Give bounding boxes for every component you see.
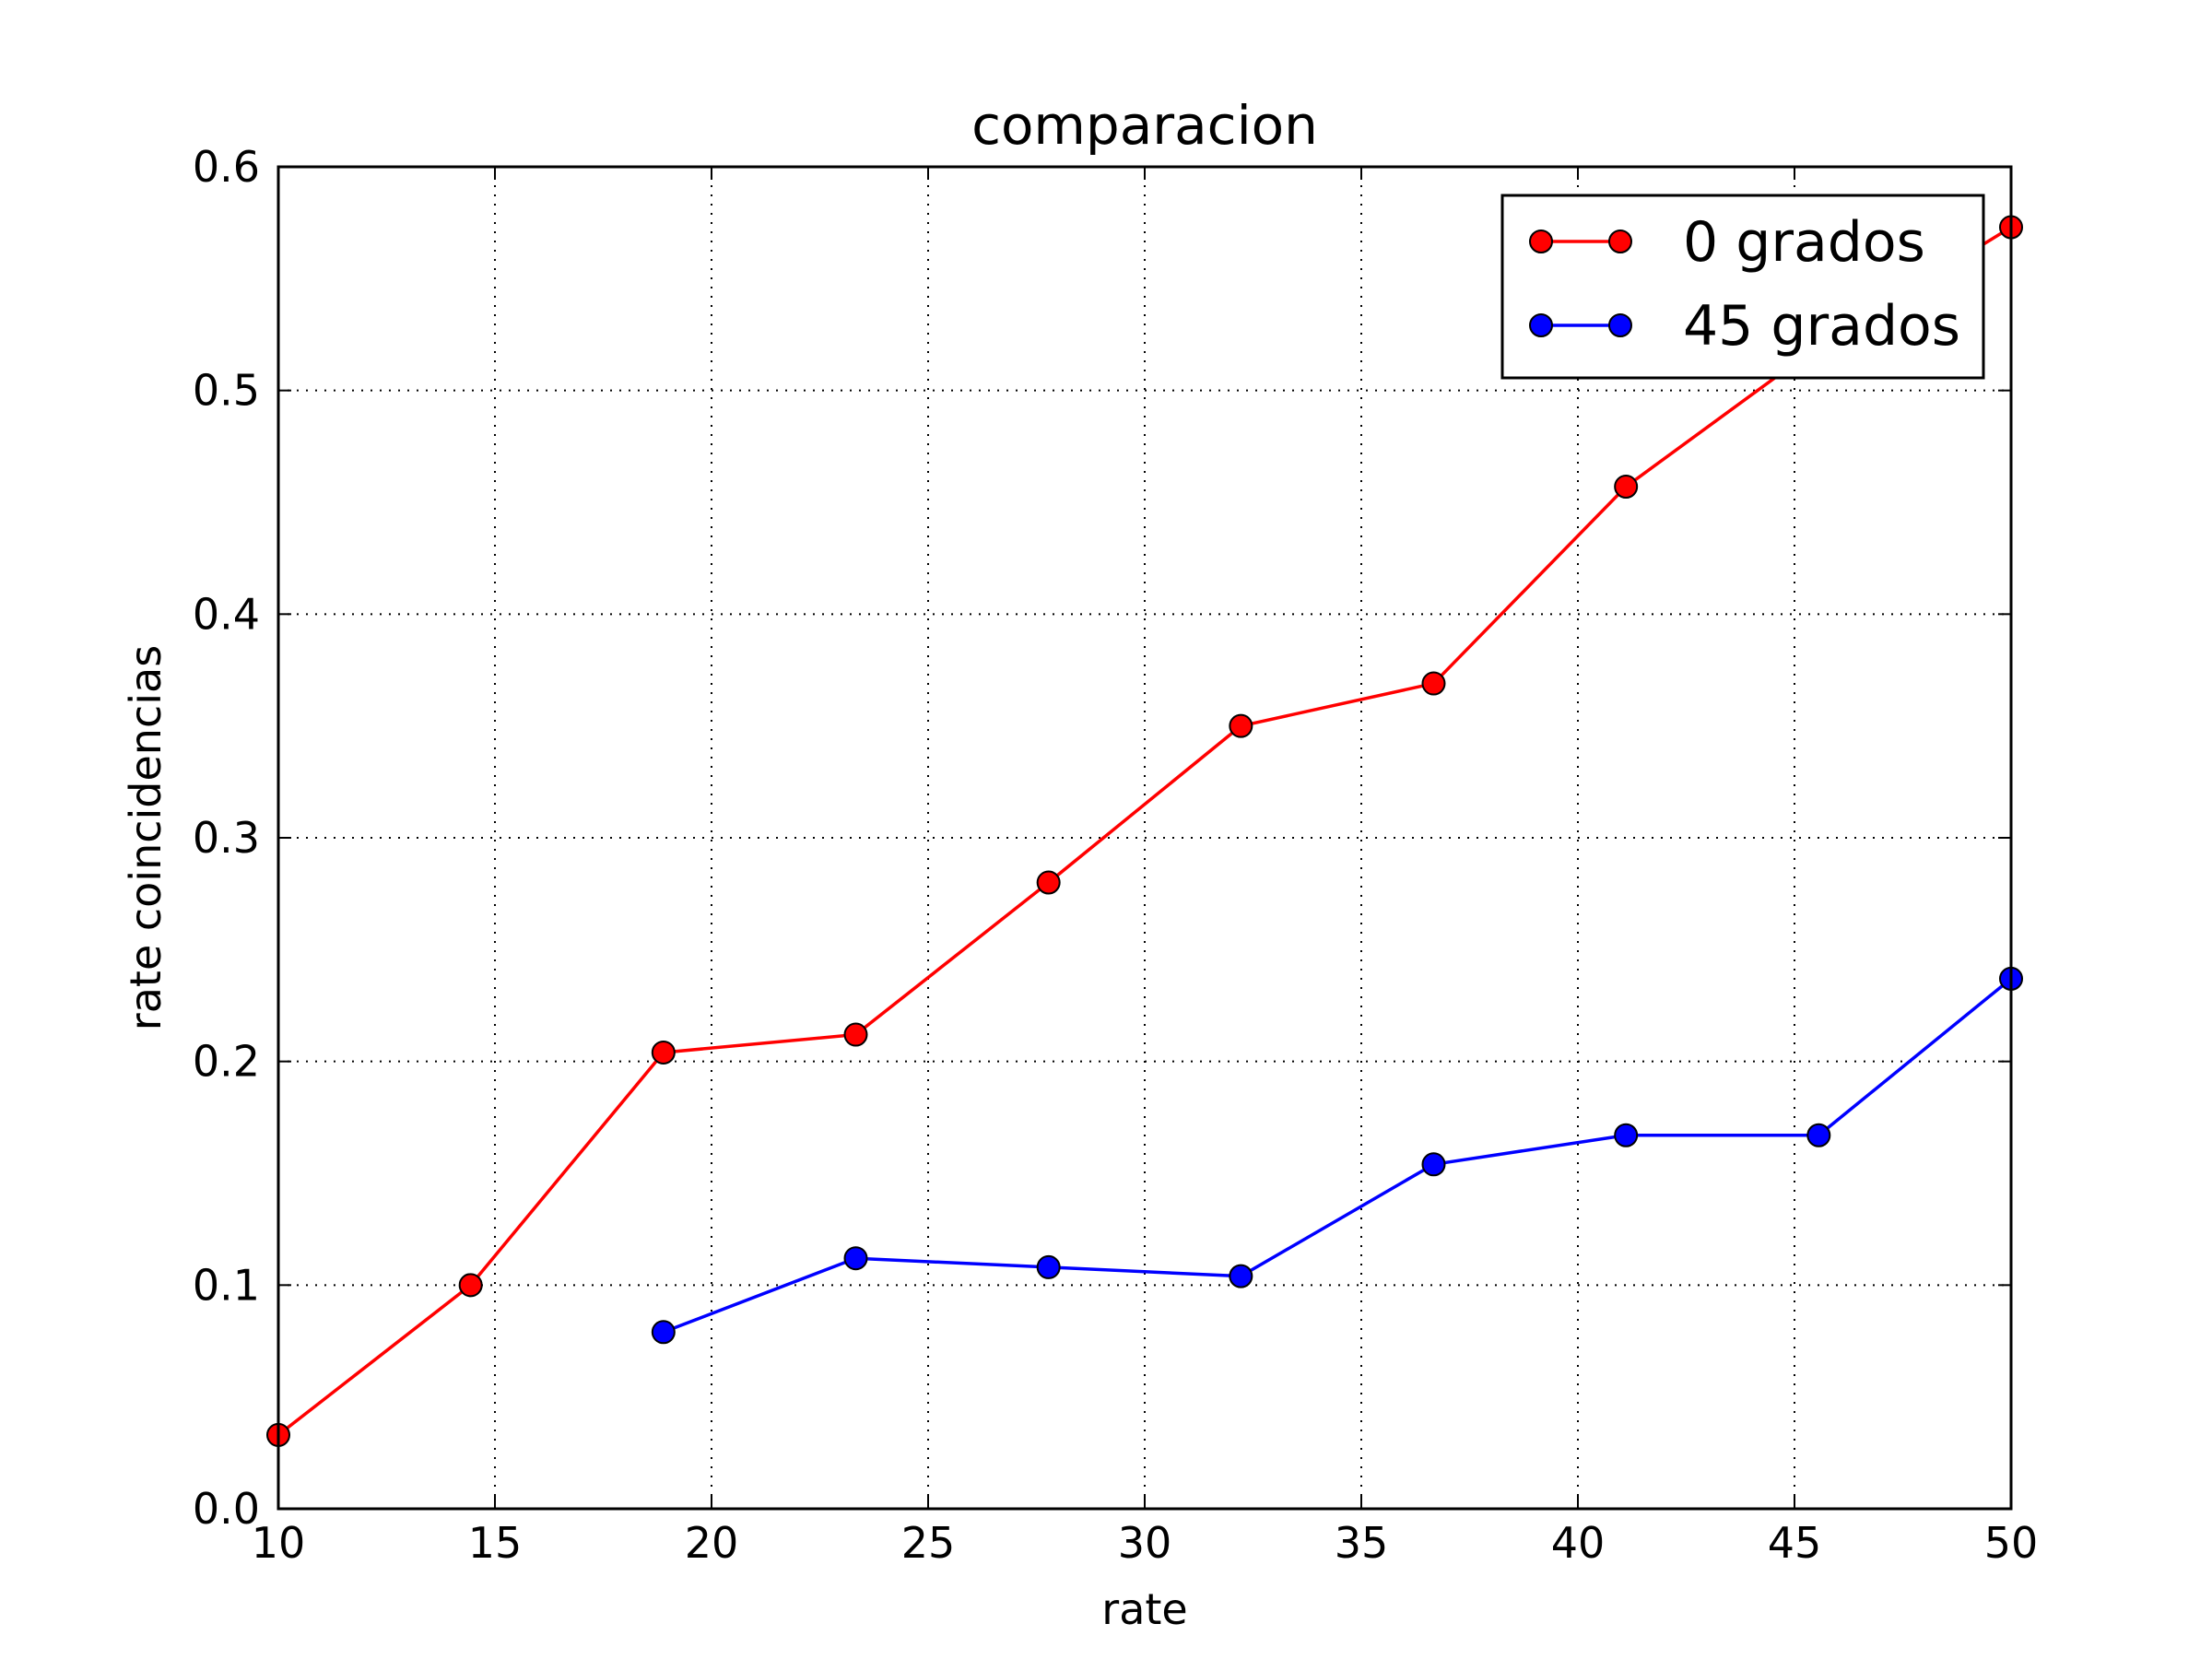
x-tick-label: 35 (1335, 1518, 1389, 1568)
axis-ticks (277, 166, 2012, 1510)
data-point (1614, 1123, 1639, 1147)
data-point (458, 1273, 483, 1298)
legend-entry: 45 grados (1529, 294, 1960, 359)
y-tick-label: 0.3 (193, 813, 260, 863)
data-point (1229, 1264, 1253, 1288)
y-tick-label: 0.1 (193, 1260, 260, 1310)
legend-marker (1608, 313, 1632, 337)
y-tick-label: 0.6 (193, 142, 260, 192)
y-tick-label: 0.0 (193, 1484, 260, 1534)
tick-labels: 10 15 20 25 30 35 40 45 50 0.0 0.1 0.2 0.3 0.4 0.5 0.6 (193, 142, 2038, 1568)
legend: 0 grados 45 grados (1500, 194, 1985, 380)
legend-entries: 0 grados 45 grados (1529, 210, 1960, 359)
x-tick-label: 20 (685, 1518, 739, 1568)
legend-marker (1529, 229, 1553, 253)
x-tick-label: 25 (901, 1518, 956, 1568)
x-tick-label: 30 (1118, 1518, 1172, 1568)
legend-marker (1608, 229, 1632, 253)
x-tick-label: 40 (1551, 1518, 1606, 1568)
data-point (651, 1040, 676, 1065)
y-axis-label: rate coincidencias (121, 645, 171, 1030)
series-2 (651, 966, 2023, 1345)
chart-title: comparacion (971, 94, 1318, 157)
series-layer (266, 215, 2023, 1447)
data-point (1036, 870, 1061, 895)
grid-lines (278, 167, 2011, 1509)
y-tick-label: 0.4 (193, 589, 260, 639)
data-point (843, 1022, 868, 1047)
data-point (651, 1320, 676, 1345)
x-axis-label: rate (1101, 1584, 1187, 1634)
data-point (1229, 713, 1253, 738)
data-point (843, 1246, 868, 1271)
x-tick-label: 15 (468, 1518, 523, 1568)
legend-label: 0 grados (1683, 210, 1925, 275)
legend-box (1500, 194, 1985, 380)
y-tick-label: 0.2 (193, 1037, 260, 1087)
series-1 (266, 215, 2023, 1447)
x-tick-label: 10 (252, 1518, 306, 1568)
legend-marker (1529, 313, 1553, 337)
legend-entry: 0 grados (1529, 210, 1925, 275)
data-point (1806, 1123, 1831, 1147)
series-line (276, 226, 2012, 1437)
legend-label: 45 grados (1683, 294, 1960, 359)
y-tick-label: 0.5 (193, 366, 260, 416)
series-line (663, 977, 2013, 1334)
data-point (1614, 475, 1639, 500)
data-point (1421, 1152, 1446, 1177)
data-point (1036, 1254, 1061, 1279)
x-tick-label: 50 (1984, 1518, 2039, 1568)
x-tick-label: 45 (1768, 1518, 1822, 1568)
data-point (1421, 671, 1446, 696)
